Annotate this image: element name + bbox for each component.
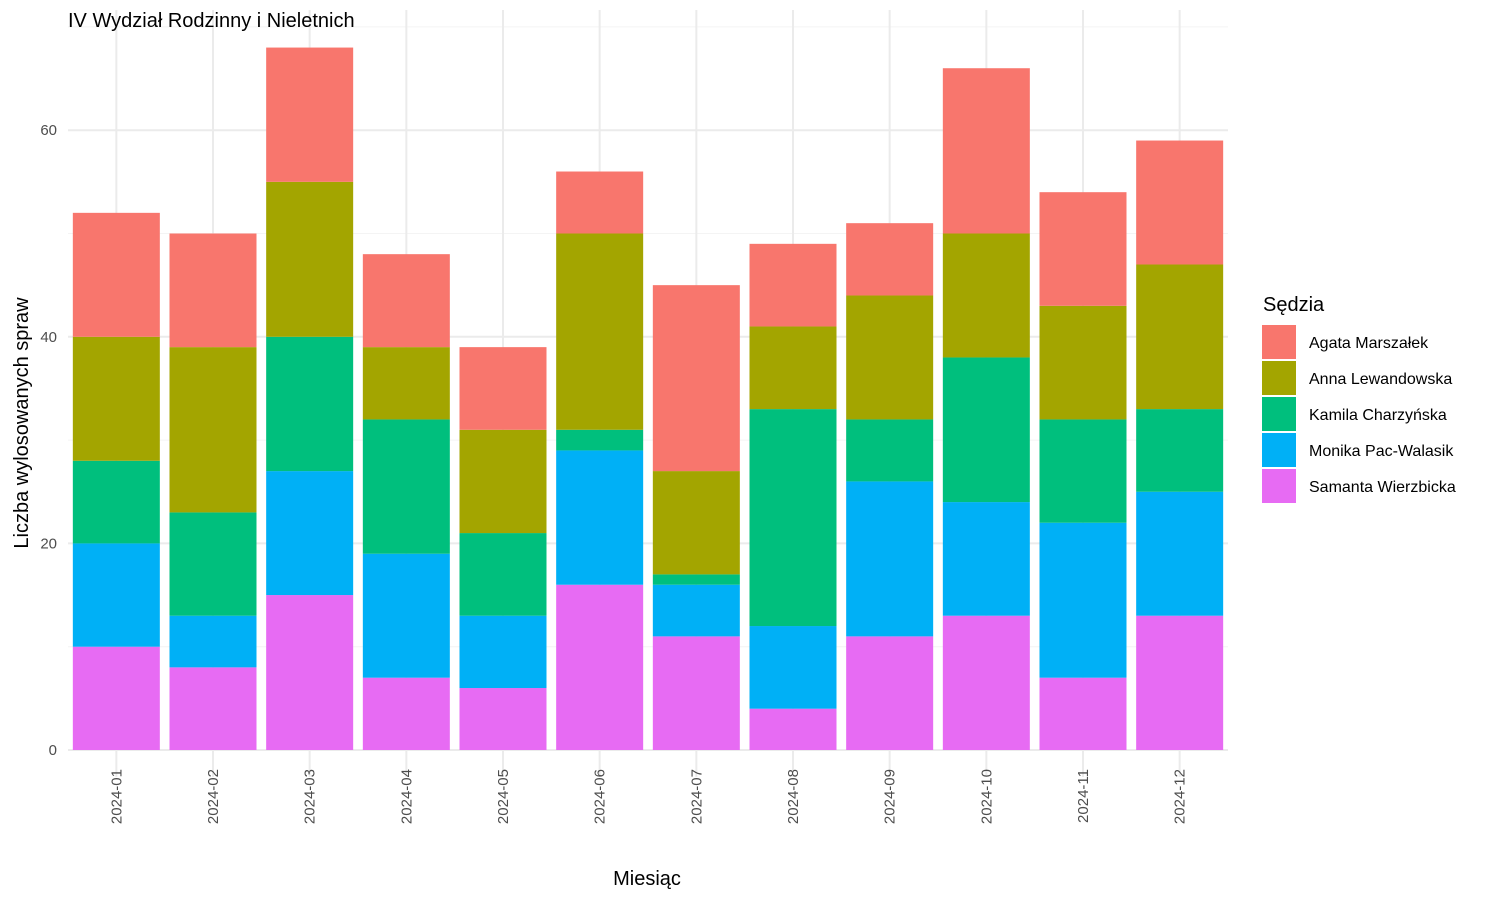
legend-key-samanta-wierzbicka — [1262, 469, 1296, 503]
bar-segment-anna-lewandowska-2024-10 — [942, 233, 1030, 358]
x-tick-label: 2024-02 — [205, 769, 222, 824]
x-tick-label: 2024-07 — [688, 769, 705, 824]
y-tick-label: 60 — [40, 122, 57, 139]
bar-segment-anna-lewandowska-2024-02 — [169, 347, 257, 513]
bar-segment-agata-marszalek-2024-07 — [652, 285, 740, 472]
y-tick-label: 0 — [49, 742, 57, 759]
bar-segment-anna-lewandowska-2024-12 — [1136, 264, 1224, 410]
y-axis: 0 20 40 60 — [40, 122, 57, 759]
x-tick-label: 2024-08 — [785, 769, 802, 824]
bar-segment-kamila-charzynska-2024-05 — [459, 533, 547, 616]
bar-segment-anna-lewandowska-2024-09 — [846, 295, 934, 420]
legend-label-anna-lewandowska: Anna Lewandowska — [1309, 371, 1452, 388]
y-tick-label: 40 — [40, 329, 57, 346]
x-tick-label: 2024-11 — [1075, 769, 1092, 823]
bar-segment-anna-lewandowska-2024-05 — [459, 429, 547, 534]
bar-segment-monika-pac-walasik-2024-11 — [1039, 522, 1127, 678]
legend-title: Sędzia — [1263, 294, 1325, 316]
legend-key-anna-lewandowska — [1262, 361, 1296, 395]
x-tick-label: 2024-12 — [1172, 769, 1189, 824]
bar-segment-kamila-charzynska-2024-03 — [266, 336, 354, 472]
legend-key-kamila-charzynska — [1262, 397, 1296, 431]
x-tick-label: 2024-09 — [882, 769, 899, 824]
bar-segment-monika-pac-walasik-2024-06 — [556, 450, 644, 585]
bar-segment-kamila-charzynska-2024-08 — [749, 409, 837, 627]
y-tick-label: 20 — [40, 535, 57, 552]
x-tick-label: 2024-06 — [592, 769, 609, 824]
bar-segment-kamila-charzynska-2024-04 — [362, 419, 450, 554]
bar-segment-agata-marszalek-2024-08 — [749, 243, 837, 327]
bar-segment-anna-lewandowska-2024-08 — [749, 326, 837, 410]
bar-segment-monika-pac-walasik-2024-12 — [1136, 491, 1224, 616]
bar-segment-samanta-wierzbicka-2024-09 — [846, 636, 934, 750]
legend-label-monika-pac-walasik: Monika Pac-Walasik — [1309, 443, 1454, 460]
bar-segment-samanta-wierzbicka-2024-06 — [556, 584, 644, 750]
bar-segment-anna-lewandowska-2024-07 — [652, 471, 740, 575]
legend-key-monika-pac-walasik — [1262, 433, 1296, 467]
bar-segment-monika-pac-walasik-2024-08 — [749, 626, 837, 709]
bars — [72, 47, 1224, 750]
bar-segment-samanta-wierzbicka-2024-08 — [749, 708, 837, 750]
bar-segment-agata-marszalek-2024-12 — [1136, 140, 1224, 265]
bar-segment-anna-lewandowska-2024-03 — [266, 181, 354, 337]
bar-segment-anna-lewandowska-2024-04 — [362, 347, 450, 420]
legend-label-samanta-wierzbicka: Samanta Wierzbicka — [1309, 479, 1456, 496]
bar-segment-monika-pac-walasik-2024-07 — [652, 584, 740, 637]
legend-label-kamila-charzynska: Kamila Charzyńska — [1309, 407, 1447, 424]
bar-segment-agata-marszalek-2024-01 — [72, 212, 160, 337]
bar-segment-samanta-wierzbicka-2024-03 — [266, 595, 354, 750]
bar-segment-kamila-charzynska-2024-11 — [1039, 419, 1127, 523]
bar-segment-samanta-wierzbicka-2024-12 — [1136, 615, 1224, 750]
bar-segment-samanta-wierzbicka-2024-04 — [362, 677, 450, 750]
bar-segment-kamila-charzynska-2024-10 — [942, 357, 1030, 503]
x-tick-label: 2024-03 — [302, 769, 319, 824]
legend-label-agata-marszalek: Agata Marszałek — [1309, 335, 1429, 352]
bar-segment-agata-marszalek-2024-10 — [942, 68, 1030, 234]
x-tick-label: 2024-05 — [495, 769, 512, 824]
bar-segment-samanta-wierzbicka-2024-10 — [942, 615, 1030, 750]
bar-segment-samanta-wierzbicka-2024-05 — [459, 688, 547, 750]
bar-segment-agata-marszalek-2024-03 — [266, 47, 354, 182]
bar-segment-kamila-charzynska-2024-12 — [1136, 409, 1224, 492]
bar-segment-agata-marszalek-2024-11 — [1039, 192, 1127, 306]
bar-segment-monika-pac-walasik-2024-03 — [266, 471, 354, 596]
bar-segment-kamila-charzynska-2024-01 — [72, 460, 160, 544]
bar-segment-samanta-wierzbicka-2024-11 — [1039, 677, 1127, 750]
bar-segment-anna-lewandowska-2024-11 — [1039, 305, 1127, 420]
bar-segment-anna-lewandowska-2024-01 — [72, 336, 160, 461]
bar-segment-agata-marszalek-2024-04 — [362, 254, 450, 348]
bar-segment-agata-marszalek-2024-02 — [169, 233, 257, 348]
bar-segment-monika-pac-walasik-2024-10 — [942, 502, 1030, 616]
legend-key-agata-marszalek — [1262, 325, 1296, 359]
chart-title: IV Wydział Rodzinny i Nieletnich — [68, 10, 355, 32]
bar-segment-kamila-charzynska-2024-02 — [169, 512, 257, 616]
bar-segment-monika-pac-walasik-2024-05 — [459, 615, 547, 689]
x-tick-label: 2024-10 — [978, 769, 995, 824]
x-tick-label: 2024-04 — [398, 769, 415, 824]
y-axis-title: Liczba wylosowanych spraw — [11, 297, 33, 549]
bar-segment-monika-pac-walasik-2024-01 — [72, 543, 160, 647]
bar-segment-samanta-wierzbicka-2024-07 — [652, 636, 740, 750]
legend: Sędzia Agata Marszałek Anna Lewandowska Ka… — [1262, 294, 1456, 503]
bar-segment-kamila-charzynska-2024-07 — [652, 574, 740, 585]
x-axis-title: Miesiąc — [613, 868, 681, 890]
bar-segment-monika-pac-walasik-2024-02 — [169, 615, 257, 668]
x-axis: 2024-01 2024-02 2024-03 2024-04 2024-05 2024-… — [108, 769, 1188, 824]
bar-segment-agata-marszalek-2024-09 — [846, 223, 934, 296]
bar-segment-anna-lewandowska-2024-06 — [556, 233, 644, 430]
bar-segment-samanta-wierzbicka-2024-02 — [169, 667, 257, 750]
bar-segment-monika-pac-walasik-2024-09 — [846, 481, 934, 637]
bar-segment-kamila-charzynska-2024-06 — [556, 429, 644, 451]
x-tick-label: 2024-01 — [108, 769, 125, 824]
bar-segment-agata-marszalek-2024-05 — [459, 347, 547, 430]
bar-segment-kamila-charzynska-2024-09 — [846, 419, 934, 482]
bar-segment-samanta-wierzbicka-2024-01 — [72, 646, 160, 750]
bar-segment-agata-marszalek-2024-06 — [556, 171, 644, 234]
bar-segment-monika-pac-walasik-2024-04 — [362, 553, 450, 678]
